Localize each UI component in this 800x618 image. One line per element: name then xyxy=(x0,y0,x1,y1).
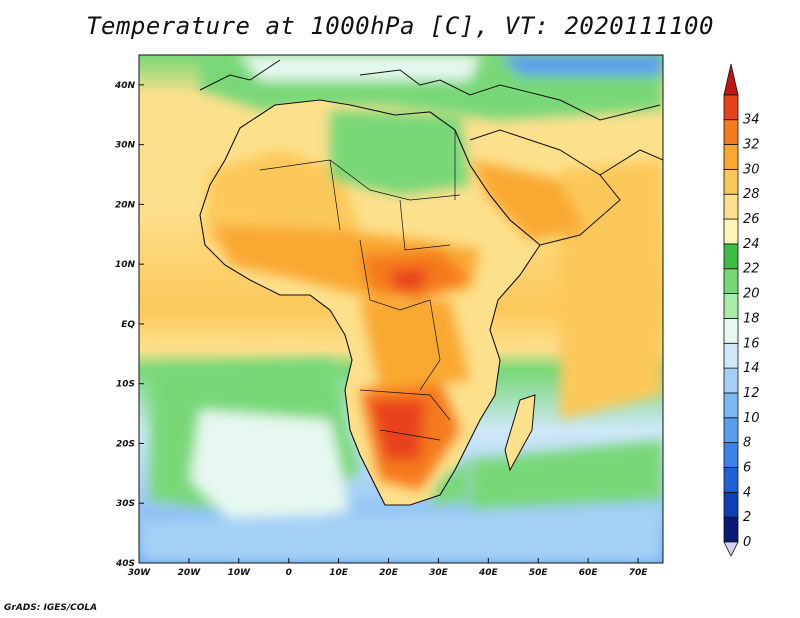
colorbar-segment xyxy=(723,193,739,220)
central-hottest xyxy=(390,268,430,290)
north-africa-green xyxy=(330,110,470,195)
temperature-field xyxy=(139,55,663,563)
colorbar-label: 12 xyxy=(743,386,760,401)
colorbar-label: 28 xyxy=(743,187,760,202)
southern-ocean xyxy=(139,505,663,563)
colorbar-label: 10 xyxy=(743,411,760,426)
colorbar-label: 34 xyxy=(743,113,760,128)
arabia-warm xyxy=(470,160,585,240)
axis-ticks: 30W 20W 10W 0 10E 20E 30E 40E 50E 60E 70E 40N 30N 20N… xyxy=(114,81,648,578)
colorbar-segment xyxy=(723,119,739,145)
colorbar-label: 22 xyxy=(743,262,760,277)
lat-tick-label: 10N xyxy=(115,260,136,270)
lat-tick-label: EQ xyxy=(121,320,135,330)
colorbar-label: 26 xyxy=(743,212,760,227)
lon-tick-label: 70E xyxy=(629,568,649,578)
colorbar-label: 4 xyxy=(743,485,751,500)
lon-tick-label: 60E xyxy=(579,568,599,578)
lon-tick-label: 40E xyxy=(478,568,499,578)
lon-tick-label: 50E xyxy=(529,568,549,578)
indian-ocean-warm xyxy=(560,160,663,420)
colorbar-segment xyxy=(723,63,739,96)
southeast-green xyxy=(430,460,470,505)
colorbar-label: 24 xyxy=(743,237,760,252)
lon-tick-label: 10E xyxy=(329,568,349,578)
colorbar-label: 14 xyxy=(743,361,760,376)
colorbar-segment xyxy=(723,442,739,468)
colorbar-segment xyxy=(723,491,739,518)
colorbar-segment xyxy=(723,342,739,369)
colorbar-segment xyxy=(723,367,739,394)
south-indian-green xyxy=(470,440,663,510)
colorbar-segment xyxy=(723,243,739,270)
europe-cool xyxy=(240,55,480,80)
northeast-cold xyxy=(500,55,663,75)
southern-africa-hottest xyxy=(370,400,425,460)
country-borders xyxy=(259,130,461,441)
colorbar-segment xyxy=(723,94,739,121)
madagascar xyxy=(504,394,536,472)
colorbar-label: 30 xyxy=(743,162,760,177)
colorbar-label: 18 xyxy=(743,311,760,326)
lat-tick-label: 30N xyxy=(115,141,136,151)
colorbar-segment xyxy=(723,218,739,245)
lat-tick-label: 20S xyxy=(116,439,135,449)
colorbar-under-arrow xyxy=(723,541,739,557)
colorbar-label: 32 xyxy=(743,138,760,153)
lon-tick-label: 20E xyxy=(379,568,399,578)
lon-tick-label: 20W xyxy=(178,568,202,578)
lat-tick-label: 20N xyxy=(115,200,136,210)
credit-text: GrADS: IGES/COLA xyxy=(4,603,98,613)
colorbar-segment xyxy=(723,392,739,419)
colorbar-label: 0 xyxy=(743,535,751,550)
colorbar-label: 2 xyxy=(743,510,751,525)
colorbar-segment xyxy=(723,293,739,319)
colorbar-segment xyxy=(723,168,739,195)
colorbar-label: 8 xyxy=(743,436,751,451)
colorbar-segment xyxy=(723,417,739,444)
colorbar-segment xyxy=(723,144,739,170)
congo-warm xyxy=(360,300,470,390)
colorbar-segment xyxy=(723,467,739,493)
colorbar-label: 6 xyxy=(743,460,751,475)
colorbar-segment xyxy=(723,268,739,294)
lat-tick-label: 40N xyxy=(114,81,136,91)
colorbar-label: 20 xyxy=(743,287,760,302)
africa-coastline xyxy=(199,99,541,506)
lon-tick-label: 0 xyxy=(286,568,292,578)
lat-tick-label: 10S xyxy=(116,380,135,390)
colorbar-segment xyxy=(723,516,739,543)
lon-tick-label: 10W xyxy=(228,568,252,578)
colorbar-segment xyxy=(723,318,739,344)
other-coastlines xyxy=(199,59,663,246)
lat-tick-label: 30S xyxy=(116,499,135,509)
south-atlantic-cool xyxy=(190,410,350,530)
lon-tick-label: 30W xyxy=(128,568,152,578)
lon-tick-label: 30E xyxy=(429,568,449,578)
colorbar-label: 16 xyxy=(743,336,760,351)
map-title: Temperature at 1000hPa [C], VT: 20201111… xyxy=(86,12,714,40)
lat-tick-label: 40S xyxy=(115,559,135,569)
plot-frame xyxy=(138,54,664,564)
